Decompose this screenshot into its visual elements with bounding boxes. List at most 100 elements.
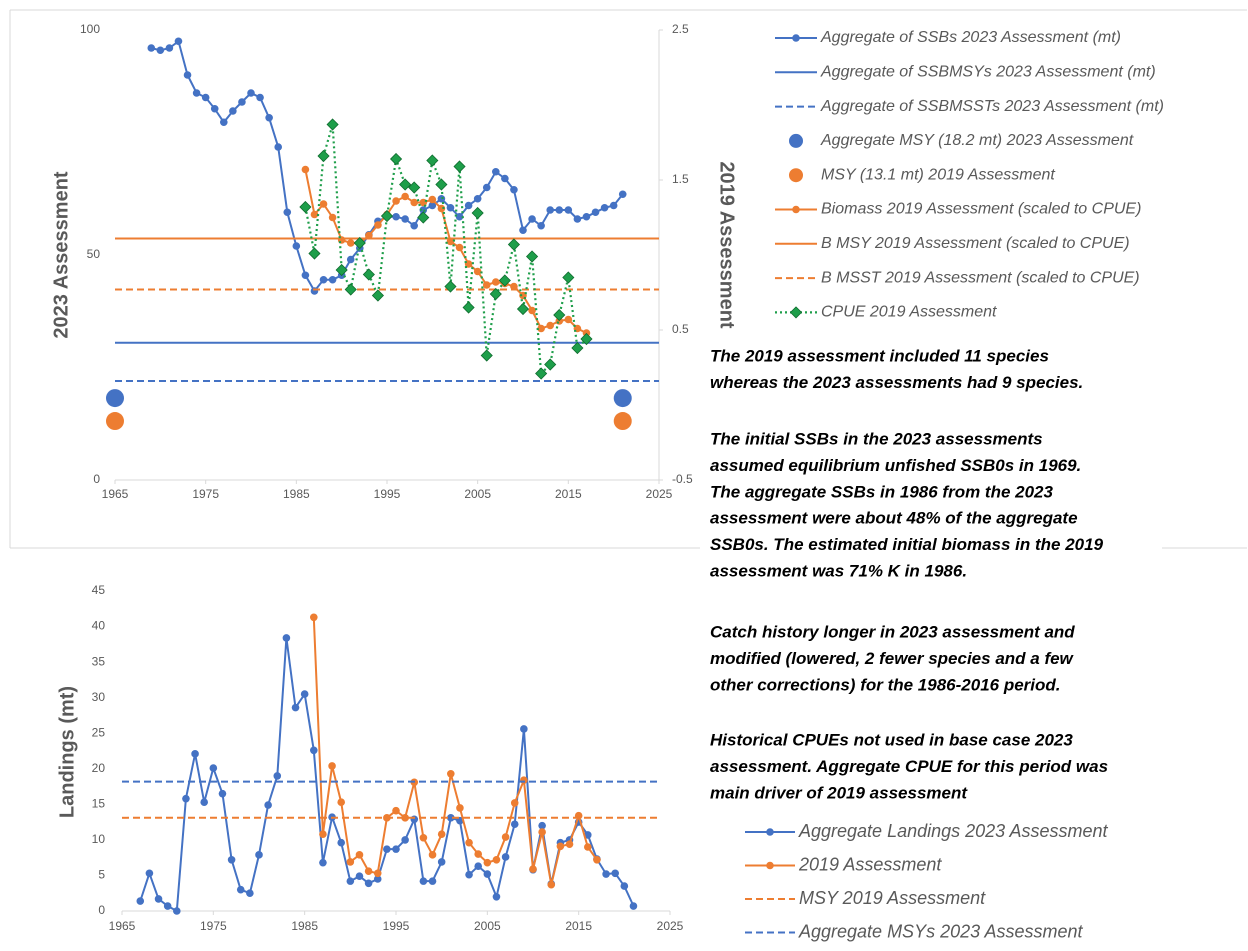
marker — [501, 853, 510, 861]
marker — [328, 275, 337, 284]
y-axis-title: Landings (mt) — [56, 686, 78, 818]
legend-label: B MSY 2019 Assessment (scaled to CPUE) — [821, 235, 1130, 252]
marker — [483, 858, 492, 867]
marker — [455, 243, 464, 252]
marker — [564, 315, 573, 324]
marker — [510, 185, 518, 194]
diamond-marker — [362, 268, 375, 281]
marker — [337, 798, 346, 806]
marker — [547, 880, 556, 889]
marker — [492, 856, 501, 864]
diamond-marker — [371, 289, 384, 302]
marker — [238, 98, 246, 106]
y-tick-label: 40 — [92, 619, 106, 633]
y-axis-title: 2023 Assessment — [50, 171, 72, 338]
marker — [273, 772, 282, 780]
y2-tick-label: 2.5 — [672, 22, 689, 36]
diamond-marker — [498, 274, 511, 287]
marker — [538, 828, 546, 836]
marker — [310, 287, 319, 295]
diamond-marker — [435, 178, 448, 191]
marker — [319, 275, 328, 284]
note-line: The 2019 assessment included 11 species — [710, 346, 1049, 365]
marker — [537, 221, 545, 230]
marker — [501, 833, 510, 841]
marker — [200, 798, 208, 806]
diamond-marker — [553, 308, 566, 322]
marker — [538, 821, 546, 830]
y-tick-label: 35 — [92, 654, 106, 668]
note-line: assessment was 71% K in 1986. — [710, 561, 967, 580]
marker — [355, 851, 364, 859]
diamond-marker — [317, 149, 330, 163]
marker — [529, 865, 537, 873]
diamond-marker — [353, 236, 366, 250]
marker — [365, 231, 373, 240]
marker — [410, 221, 419, 230]
marker — [611, 869, 619, 878]
x-tick-label: 1975 — [192, 487, 219, 501]
marker — [192, 89, 201, 97]
x-tick-label: 1965 — [102, 487, 129, 501]
y-tick-label: 100 — [80, 22, 100, 36]
diamond-marker — [526, 250, 539, 263]
marker — [373, 875, 382, 883]
x-tick-label: 1985 — [291, 919, 318, 933]
marker — [510, 820, 519, 829]
marker — [447, 769, 455, 778]
marker — [319, 830, 327, 838]
y-tick-label: 15 — [92, 797, 106, 811]
dot-marker — [106, 389, 124, 408]
marker — [346, 255, 355, 264]
marker — [419, 877, 428, 885]
marker — [346, 858, 355, 866]
diamond-marker — [507, 238, 520, 251]
diamond-marker — [417, 211, 430, 224]
marker — [236, 885, 245, 894]
marker — [474, 862, 483, 870]
marker — [501, 174, 509, 183]
note-line: assessment were about 48% of the aggrega… — [710, 509, 1078, 528]
marker — [246, 889, 254, 898]
marker — [428, 851, 437, 859]
diamond-marker — [299, 200, 312, 214]
diamond-marker — [489, 287, 502, 301]
legend-label: CPUE 2019 Assessment — [821, 304, 997, 321]
note-line: Catch history longer in 2023 assessment … — [710, 622, 1075, 641]
marker — [145, 869, 154, 878]
marker — [483, 870, 492, 878]
marker — [264, 801, 272, 809]
marker — [437, 204, 446, 213]
diamond-marker — [544, 358, 557, 371]
marker — [766, 861, 774, 870]
diamond-marker — [444, 280, 457, 293]
marker — [191, 750, 199, 758]
marker — [218, 789, 227, 798]
marker — [147, 44, 156, 52]
note-line: SSB0s. The estimated initial biomass in … — [710, 535, 1104, 554]
marker — [173, 907, 181, 915]
marker — [528, 215, 536, 223]
marker — [319, 200, 328, 208]
y-tick-label: 20 — [92, 761, 106, 775]
note-line: assessment. Aggregate CPUE for this peri… — [710, 757, 1108, 776]
diamond-marker — [562, 271, 575, 284]
diamond-marker — [453, 160, 466, 173]
y2-tick-label: 1.5 — [672, 172, 689, 186]
marker — [465, 838, 473, 847]
x-tick-label: 1975 — [200, 919, 227, 933]
marker — [519, 226, 527, 235]
marker — [591, 208, 600, 217]
marker — [537, 324, 545, 333]
note-line: other corrections) for the 1986-2016 per… — [710, 675, 1061, 694]
series-line — [304, 124, 588, 376]
marker — [564, 206, 573, 214]
marker — [392, 212, 400, 221]
dot-marker — [789, 168, 803, 183]
legend-label: Aggregate of SSBMSYs 2023 Assessment (mt… — [820, 64, 1156, 81]
marker — [556, 842, 565, 851]
diamond-marker — [326, 118, 339, 131]
legend-label: MSY (13.1 mt) 2019 Assessment — [821, 166, 1055, 183]
diamond-marker — [516, 302, 530, 316]
